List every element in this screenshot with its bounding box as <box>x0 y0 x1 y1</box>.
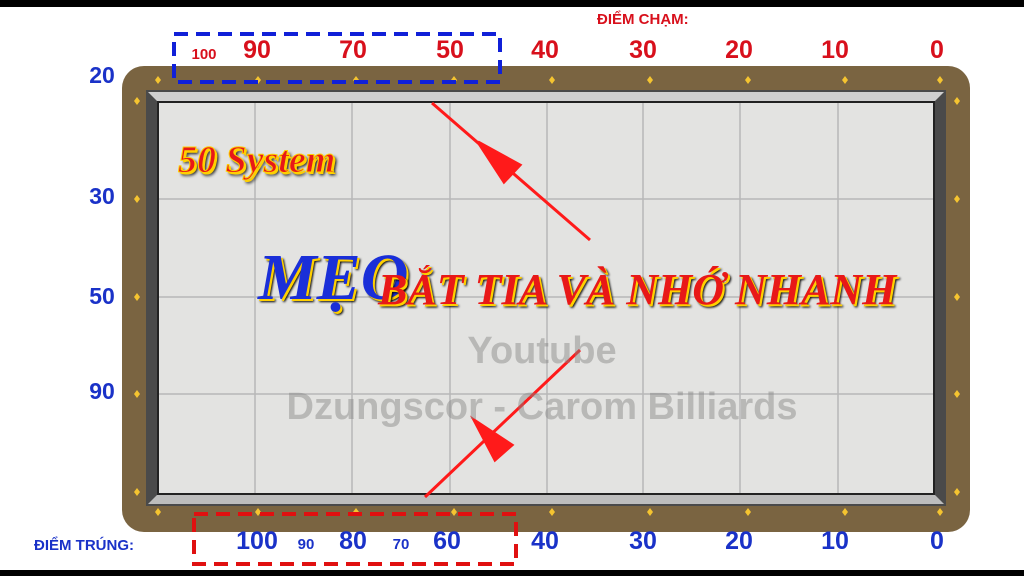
bottom-number: 40 <box>531 527 559 555</box>
diamond-marker <box>937 508 943 516</box>
title-meo: MẸO <box>258 241 409 314</box>
top-number: 50 <box>436 36 464 64</box>
watermark-line2: Dzungscor - Carom Billiards <box>286 386 798 428</box>
diamond-marker <box>647 76 653 84</box>
bottom-letterbox <box>0 570 1024 576</box>
diamond-marker <box>842 508 848 516</box>
top-heading: ĐIỂM CHẠM: <box>597 11 689 28</box>
diamond-marker <box>937 76 943 84</box>
diamond-marker <box>745 76 751 84</box>
diamond-marker <box>155 76 161 84</box>
diamond-marker <box>134 293 140 301</box>
top-number: 40 <box>531 36 559 64</box>
diamond-marker <box>134 390 140 398</box>
diamond-marker <box>647 508 653 516</box>
top-number: 30 <box>629 36 657 64</box>
diamond-marker <box>842 76 848 84</box>
left-number: 90 <box>89 378 115 404</box>
diamond-marker <box>451 508 457 516</box>
top-number: 70 <box>339 36 367 64</box>
bottom-number: 90 <box>297 536 315 553</box>
top-number: 20 <box>725 36 753 64</box>
left-number: 50 <box>89 283 115 309</box>
diamond-marker <box>134 97 140 105</box>
left-number: 30 <box>89 183 115 209</box>
bottom-number: 80 <box>339 527 367 555</box>
arrow-line-bottom <box>423 348 582 499</box>
diamond-marker <box>954 97 960 105</box>
bottom-number: 0 <box>930 527 944 555</box>
bottom-heading: ĐIỂM TRÚNG: <box>34 537 134 554</box>
diamond-marker <box>155 508 161 516</box>
arrow-head-top <box>476 140 523 185</box>
diamond-marker <box>255 508 261 516</box>
diamond-marker <box>954 293 960 301</box>
bottom-number: 30 <box>629 527 657 555</box>
diamond-marker <box>134 195 140 203</box>
system-title: 50 System <box>177 139 336 182</box>
bottom-number: 20 <box>725 527 753 555</box>
top-letterbox <box>0 0 1024 7</box>
diamond-marker <box>134 488 140 496</box>
bottom-number: 10 <box>821 527 849 555</box>
bottom-highlight-box <box>192 512 518 566</box>
bottom-number: 100 <box>236 527 278 555</box>
top-highlight-box <box>172 32 502 84</box>
table-cloth <box>157 101 935 495</box>
left-number: 20 <box>89 62 115 88</box>
top-number: 90 <box>243 36 271 64</box>
diamond-marker <box>954 390 960 398</box>
diamond-marker <box>954 195 960 203</box>
grid-lines <box>159 103 933 493</box>
title-main: BẮT TIA VÀ NHỚ NHANH <box>378 265 897 314</box>
diamonds <box>134 76 960 516</box>
diamond-marker <box>745 508 751 516</box>
top-number: 10 <box>821 36 849 64</box>
arrow-head-bottom <box>469 415 515 463</box>
diamond-marker <box>549 76 555 84</box>
bottom-number: 60 <box>433 527 461 555</box>
bottom-number: 70 <box>392 536 410 553</box>
watermark-line1: Youtube <box>467 330 617 372</box>
top-number: 0 <box>930 36 944 64</box>
diamond-marker <box>954 488 960 496</box>
diamond-marker <box>549 508 555 516</box>
top-number: 100 <box>191 46 217 63</box>
